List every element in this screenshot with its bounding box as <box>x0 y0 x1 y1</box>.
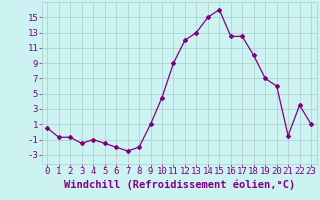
X-axis label: Windchill (Refroidissement éolien,°C): Windchill (Refroidissement éolien,°C) <box>64 179 295 190</box>
